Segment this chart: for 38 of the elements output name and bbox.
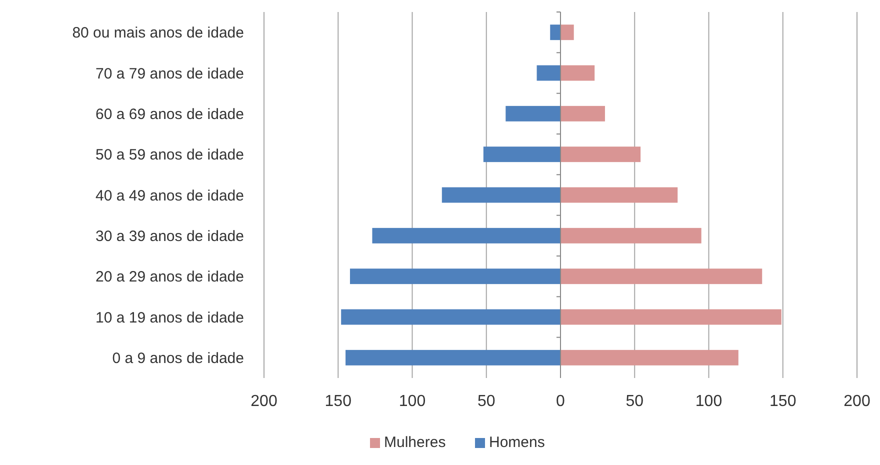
y-tick-label: 30 a 39 anos de idade — [96, 228, 244, 245]
y-tick-label: 10 a 19 anos de idade — [96, 309, 244, 326]
bar — [560, 228, 702, 244]
y-tick-label: 20 a 29 anos de idade — [96, 268, 244, 286]
bar — [536, 65, 560, 81]
x-tick-label: 200 — [844, 393, 870, 410]
bar — [560, 146, 641, 162]
x-tick-label: 100 — [398, 393, 426, 410]
bar — [341, 309, 560, 325]
bar — [442, 187, 560, 203]
bar — [560, 309, 782, 325]
x-tick-label: 150 — [324, 393, 352, 410]
x-tick-label: 100 — [695, 393, 722, 410]
bar — [350, 268, 560, 284]
bar — [372, 228, 560, 244]
x-tick-label: 50 — [626, 393, 644, 410]
bar — [560, 24, 574, 40]
y-tick-label: 50 a 59 anos de idade — [96, 146, 244, 164]
x-tick-label: 50 — [477, 393, 496, 410]
y-tick-label: 80 ou mais anos de idade — [72, 24, 244, 42]
bar — [483, 146, 560, 162]
x-tick-label: 0 — [556, 393, 566, 410]
y-tick-label: 40 a 49 anos de idade — [96, 187, 244, 204]
bar — [560, 268, 762, 284]
x-tick-label: 200 — [250, 393, 278, 410]
legend-label: Homens — [489, 434, 545, 451]
bar — [560, 65, 595, 81]
bar — [550, 24, 560, 40]
y-tick-label: 60 a 69 anos de idade — [96, 106, 244, 123]
bar — [506, 106, 560, 122]
y-tick-label: 70 a 79 anos de idade — [96, 65, 244, 82]
legend-label: Mulheres — [384, 434, 446, 451]
y-tick-label: 0 a 9 anos de idade — [112, 350, 244, 367]
bar — [560, 106, 605, 122]
x-tick-label: 150 — [770, 393, 796, 410]
bar — [346, 350, 560, 366]
bar — [560, 187, 678, 203]
bar — [560, 350, 738, 366]
